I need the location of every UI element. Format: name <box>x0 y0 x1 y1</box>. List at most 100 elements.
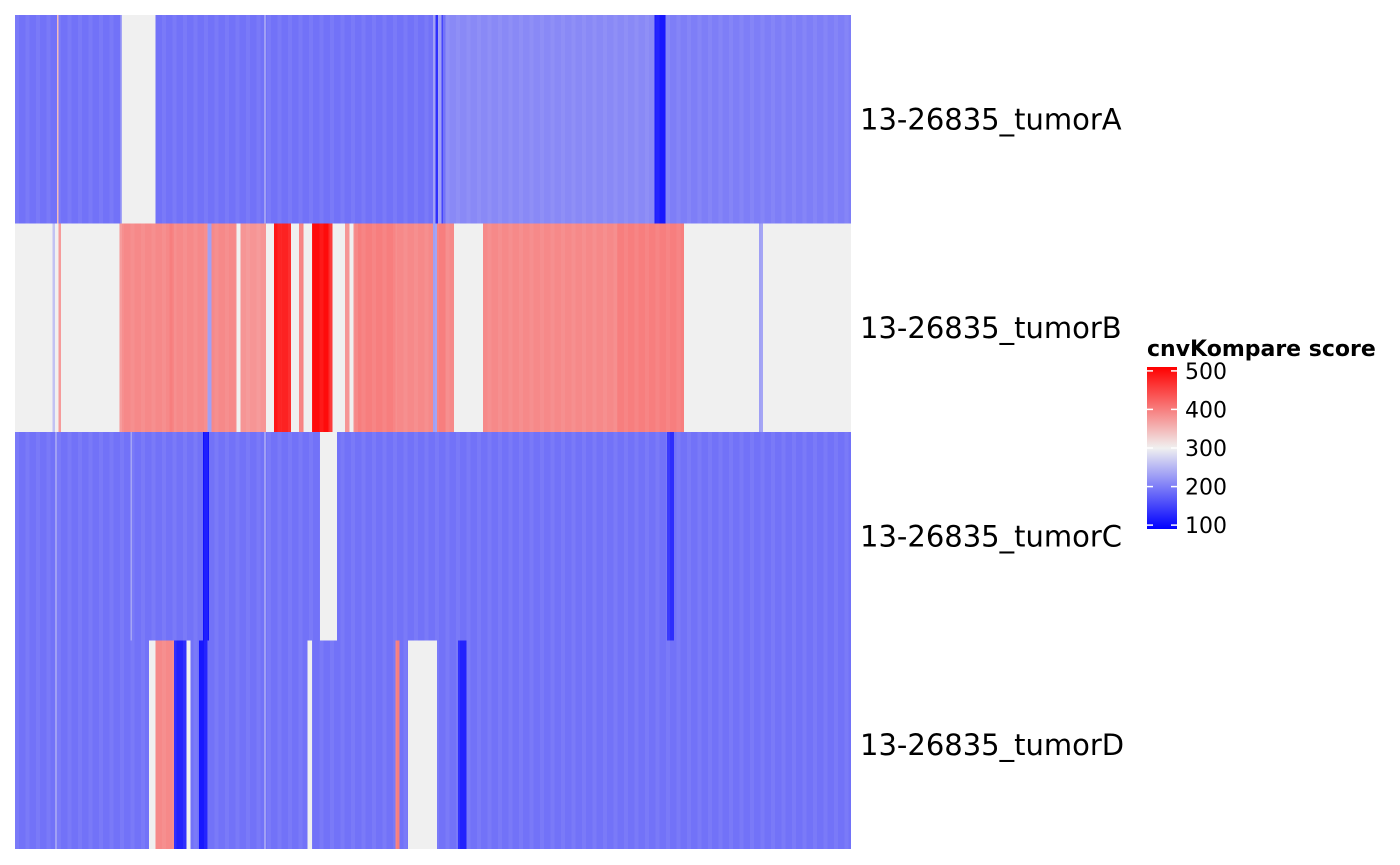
heatmap-cell <box>203 432 209 641</box>
heatmap-cell <box>299 223 304 432</box>
heatmap-cell <box>345 223 350 432</box>
heatmap-cell <box>673 432 851 641</box>
bin-texture <box>466 15 471 849</box>
heatmap-cell <box>466 640 851 849</box>
bin-texture <box>592 15 597 849</box>
heatmap-cell <box>58 15 121 224</box>
heatmap-cell <box>433 223 438 432</box>
heatmap-cells <box>15 15 851 849</box>
bin-texture <box>330 15 334 849</box>
bin-texture <box>361 15 366 849</box>
bin-texture <box>655 15 660 849</box>
heatmap-cell <box>173 640 187 849</box>
heatmap-cell <box>474 15 655 224</box>
heatmap-cell <box>155 640 174 849</box>
bin-texture <box>46 15 51 849</box>
bin-texture <box>582 15 586 849</box>
bin-texture <box>309 15 313 849</box>
colorbar-tick-label: 400 <box>1185 398 1227 423</box>
bin-texture <box>109 15 114 849</box>
heatmap-cell <box>504 432 584 641</box>
heatmap-cell <box>207 223 212 432</box>
heatmap-cell <box>120 15 123 224</box>
heatmap-cell <box>437 223 446 432</box>
bin-texture <box>214 15 219 849</box>
heatmap-cell <box>265 432 321 641</box>
bin-texture <box>99 15 103 849</box>
bin-texture <box>508 15 513 849</box>
heatmap-cell <box>667 432 674 641</box>
colorbar-title: cnvKompare score <box>1147 337 1376 362</box>
heatmap-cell <box>445 15 475 224</box>
row-labels: 13-26835_tumorA 13-26835_tumorB 13-26835_t… <box>860 102 1124 761</box>
heatmap-cell <box>280 223 291 432</box>
heatmap-cell <box>169 223 174 432</box>
bin-texture <box>676 15 681 849</box>
heatmap-cell <box>15 640 56 849</box>
heatmap-cell <box>414 640 438 849</box>
bin-texture <box>813 15 817 849</box>
bin-texture <box>624 15 628 849</box>
heatmap-cell <box>433 15 436 224</box>
heatmap-cell <box>130 432 133 641</box>
bin-texture <box>739 15 744 849</box>
heatmap-cell <box>265 223 275 432</box>
heatmap-cell <box>328 223 333 432</box>
heatmap-cell <box>437 640 459 849</box>
bin-texture <box>25 15 30 849</box>
heatmap-cell <box>198 640 208 849</box>
heatmap-cell <box>264 432 266 641</box>
row-label: 13-26835_tumorC <box>860 519 1122 553</box>
heatmap-cell <box>717 223 760 432</box>
bin-texture <box>802 15 807 849</box>
bin-texture <box>456 15 460 849</box>
heatmap-cell <box>445 223 454 432</box>
bin-texture <box>487 15 492 849</box>
heatmap-cell <box>320 432 337 641</box>
heatmap-cell <box>265 15 433 224</box>
bin-texture <box>319 15 324 849</box>
bin-texture <box>424 15 429 849</box>
bin-texture <box>382 15 387 849</box>
heatmap-cell <box>443 15 446 224</box>
heatmap-cell <box>483 223 509 432</box>
colorbar-legend: cnvKompare score 100 200 300 400 500 <box>1147 337 1376 539</box>
heatmap-cell <box>240 223 266 432</box>
heatmap-cell <box>264 640 266 849</box>
bin-texture <box>36 15 40 849</box>
heatmap-cell <box>332 223 346 432</box>
colorbar-tick-label: 300 <box>1185 437 1227 462</box>
bin-texture <box>256 15 261 849</box>
heatmap-cell <box>190 640 199 849</box>
bin-texture <box>519 15 523 849</box>
bin-texture <box>834 15 838 849</box>
bin-texture <box>277 15 282 849</box>
row-label: 13-26835_tumorB <box>860 311 1122 345</box>
heatmap-cell <box>435 15 439 224</box>
bin-texture <box>141 15 145 849</box>
row-label: 13-26835_tumorA <box>860 102 1122 136</box>
heatmap-cell <box>654 15 666 224</box>
bin-texture <box>529 15 534 849</box>
heatmap-cell <box>207 640 265 849</box>
bin-texture <box>718 15 723 849</box>
heatmap-cell <box>453 223 484 432</box>
bin-texture <box>477 15 481 849</box>
heatmap-cell <box>56 15 59 224</box>
heatmap-cell <box>58 223 61 432</box>
bin-texture <box>771 15 775 849</box>
heatmap-cell <box>441 15 444 224</box>
bin-texture <box>414 15 418 849</box>
bin-texture <box>235 15 240 849</box>
heatmap-cell <box>336 432 505 641</box>
bin-texture <box>750 15 754 849</box>
bin-texture <box>172 15 177 849</box>
bin-texture <box>729 15 733 849</box>
bin-texture <box>708 15 712 849</box>
heatmap-cell <box>683 223 718 432</box>
bin-texture <box>435 15 439 849</box>
bin-texture <box>393 15 397 849</box>
heatmap-cell <box>264 15 266 224</box>
heatmap-cell <box>56 640 149 849</box>
bin-texture <box>193 15 198 849</box>
